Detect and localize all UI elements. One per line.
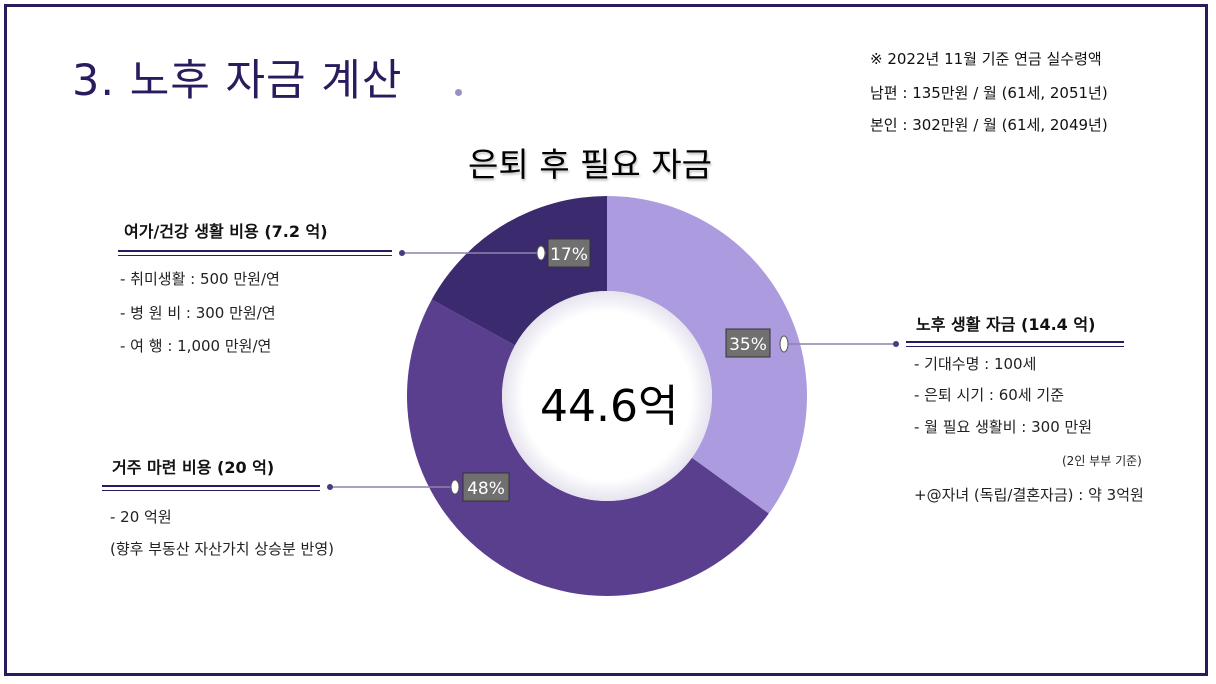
label-35-text: 35% — [729, 335, 767, 355]
housing-underline — [102, 485, 320, 487]
living-heading: 노후 생활 자금 (14.4 억) — [916, 315, 1096, 334]
donut-center-total: 44.6억 — [540, 381, 679, 432]
label-48-text: 48% — [467, 479, 505, 499]
leisure-heading: 여가/건강 생활 비용 (7.2 억) — [124, 222, 328, 241]
donut-hole — [502, 291, 712, 501]
connector-leisure-dot — [399, 250, 405, 256]
living-extra: +@자녀 (독립/결혼자금) : 약 3억원 — [914, 486, 1144, 504]
pension-note-header: ※ 2022년 11월 기준 연금 실수령액 — [870, 50, 1102, 68]
donut-slice-35 — [607, 196, 807, 514]
chart-title: 은퇴 후 필요 자금 — [468, 145, 712, 184]
pension-note-self: 본인 : 302만원 / 월 (61세, 2049년) — [870, 116, 1108, 134]
housing-item-amount: - 20 억원 — [110, 508, 172, 526]
donut-slice-48 — [407, 299, 769, 596]
living-underline — [906, 341, 1124, 343]
housing-item-note: (향후 부동산 자산가치 상승분 반영) — [110, 540, 334, 558]
living-item-monthly: - 월 필요 생활비 : 300 만원 — [914, 418, 1093, 436]
leisure-underline-2 — [118, 255, 392, 256]
leisure-item-hospital: - 병 원 비 : 300 만원/연 — [120, 304, 276, 322]
connector-housing-dot — [327, 484, 333, 490]
living-sub-note: (2인 부부 기준) — [1062, 454, 1142, 468]
leisure-underline — [118, 250, 392, 252]
slice-label-35: 35% — [725, 328, 789, 358]
pension-note-husband: 남편 : 135만원 / 월 (61세, 2051년) — [870, 84, 1108, 102]
housing-heading: 거주 마련 비용 (20 억) — [112, 458, 275, 477]
housing-underline-2 — [102, 490, 320, 491]
donut-slice-17 — [431, 196, 607, 346]
slice-label-17: 17% — [536, 238, 591, 268]
connector-living-dot — [893, 341, 899, 347]
slide-title: 3. 노후 자금 계산 — [72, 56, 403, 106]
title-dot — [455, 89, 462, 96]
label-17-text: 17% — [550, 245, 588, 265]
leisure-item-hobby: - 취미생활 : 500 만원/연 — [120, 270, 280, 288]
living-item-life: - 기대수명 : 100세 — [914, 355, 1037, 373]
living-underline-2 — [906, 346, 1124, 347]
living-item-retire: - 은퇴 시기 : 60세 기준 — [914, 386, 1064, 404]
leisure-item-travel: - 여 행 : 1,000 만원/연 — [120, 337, 272, 355]
slice-label-48: 48% — [450, 472, 510, 502]
